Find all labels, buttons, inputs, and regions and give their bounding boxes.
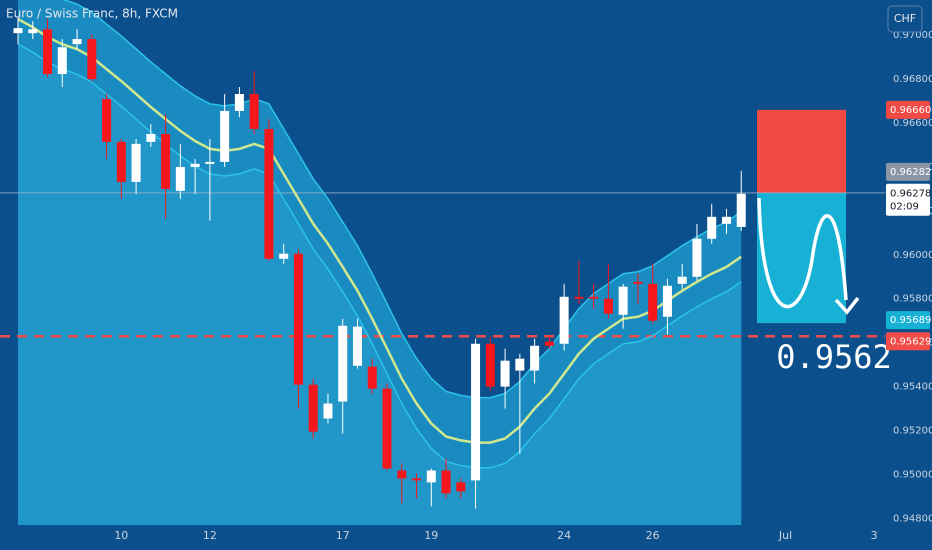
target-zone [757,192,846,324]
moving-average [17,18,742,444]
candle-body [264,128,274,259]
y-tick-label: 0.95400 [893,382,932,393]
support-tag-bg [886,332,930,351]
candle-body [574,296,584,299]
candle-body [205,161,215,164]
x-tick-label: 19 [424,529,438,542]
y-tick-label: 0.94800 [893,513,932,524]
candle-body [367,366,377,389]
position-tool [757,109,846,324]
last-price: 0.96278 [890,189,931,200]
y-tick-label: 0.97000 [893,30,932,41]
y-tick-label: 0.96800 [893,74,932,85]
annotation: 0.9562 [776,338,892,376]
stop-zone [757,109,846,193]
candle-body [13,28,23,34]
candle-body [544,341,554,346]
x-tick-label: 12 [203,529,217,542]
last-price-bg [886,183,930,216]
candle-body [146,133,156,142]
y-tick-label: 0.95200 [893,426,932,437]
axes: 0.970000.968000.966000.964000.962000.960… [114,30,932,542]
candle-body [603,298,613,314]
x-tick-label: 26 [646,529,660,542]
band-line [62,0,742,399]
candle-body [220,110,230,162]
candle-body [72,39,82,45]
candle-body [116,141,126,182]
candle-body [382,388,392,469]
currency-button-label[interactable]: CHF [894,12,916,25]
y-tick-label: 0.95800 [893,294,932,305]
candle-body [530,345,540,371]
y-tick-label: 0.96000 [893,250,932,261]
candle-body [618,286,628,315]
candle-body [426,470,436,483]
stop-tag: 0.96660 [890,105,931,116]
candle-body [161,133,171,189]
projection-curve [757,197,848,309]
candle-body [308,384,318,432]
x-tick-label: 3 [871,529,878,542]
candle-body [190,163,200,167]
candle-body [456,482,466,492]
candle-body [397,470,407,479]
candle-body [352,326,362,366]
candle-body [43,29,53,75]
candle-body [633,281,643,284]
y-tick-label: 0.95000 [893,469,932,480]
candle-body [662,285,672,317]
candle-body [57,47,67,75]
y-tick-label: 0.96600 [893,118,932,129]
x-tick-label: 10 [114,529,128,542]
candle-body [471,343,481,481]
candle-body [175,166,185,191]
candle-body [707,216,717,239]
target-tag: 0.95689 [890,315,931,326]
candle-body [412,478,422,481]
x-tick-label: 17 [336,529,350,542]
candle-body [485,343,495,387]
entry-tag: 0.96282 [890,167,931,178]
candle-body [87,39,97,80]
x-tick-label: 24 [557,529,571,542]
candle-body [441,470,451,494]
candle-body [28,29,38,34]
band-line [17,43,742,469]
candle-body [323,403,333,419]
candle-body [293,253,303,385]
x-tick-label: Jul [778,529,792,542]
candle-body [692,238,702,277]
candle-body [721,216,731,224]
lines [0,0,885,469]
target-tag-bg [886,311,930,330]
candle-body [131,143,141,182]
candle-body [338,325,348,402]
candle-body [515,358,525,371]
candle-body [500,360,510,387]
candle-body [279,253,289,259]
candle-body [102,99,112,142]
candle-body [677,276,687,284]
projection-arrow [834,296,860,315]
currency-button[interactable] [887,5,923,33]
stop-tag-bg [886,100,930,119]
candle-body [589,296,599,299]
candle-body [234,94,244,111]
candle-body [249,94,259,129]
candle-body [736,193,746,227]
chart-title: Euro / Swiss Franc, 8h, FXCM [6,7,178,21]
candles [13,17,746,509]
support-tag: 0.95629 [890,336,931,347]
candle-body [559,296,569,344]
entry-tag-bg [886,162,930,181]
candle-body [648,283,658,321]
countdown: 02:09 [890,202,919,213]
